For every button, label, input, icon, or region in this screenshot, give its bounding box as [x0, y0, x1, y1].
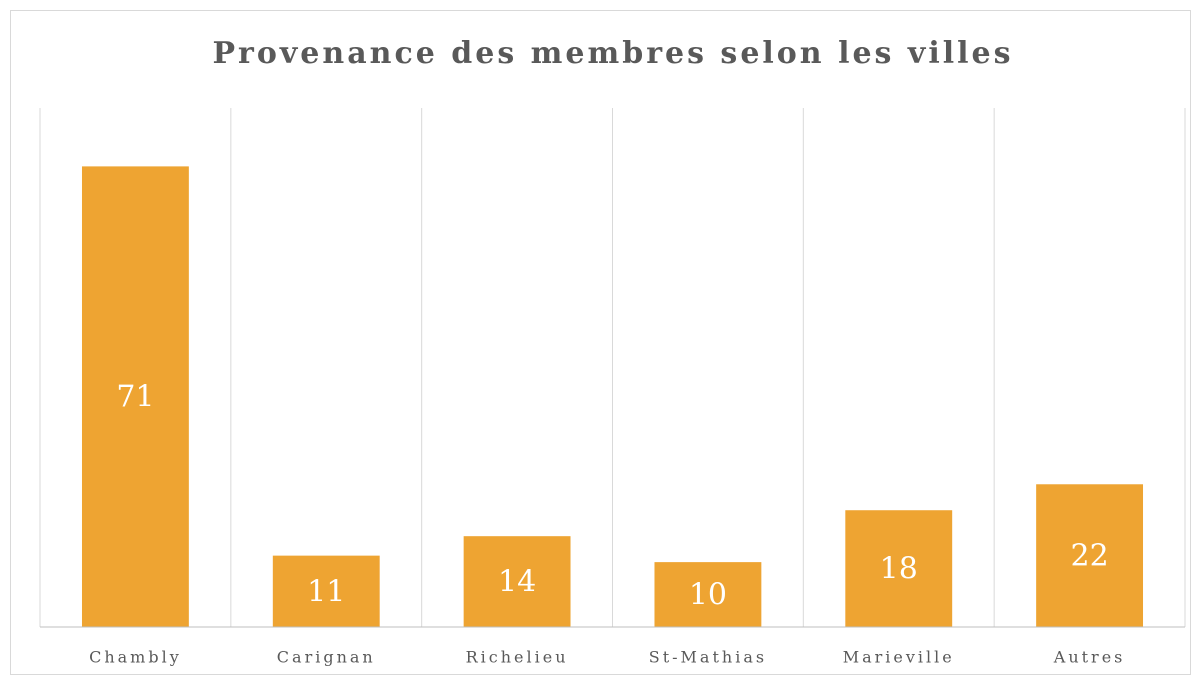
data-label: 22: [1070, 539, 1108, 574]
data-label: 11: [307, 574, 345, 609]
data-label: 10: [689, 578, 727, 613]
bar: [463, 536, 571, 627]
bar: [1036, 484, 1144, 627]
x-tick-label: Marieville: [843, 648, 955, 667]
x-tick-label: Autres: [1053, 648, 1126, 667]
x-tick-label: Carignan: [277, 648, 376, 667]
bar: [272, 555, 380, 627]
data-label: 14: [498, 565, 536, 600]
x-tick-label: Chambly: [89, 648, 182, 667]
bar: [81, 166, 189, 627]
bar: [845, 510, 953, 627]
chart-title: Provenance des membres selon les villes: [213, 36, 1014, 71]
x-tick-label: St-Mathias: [649, 648, 767, 667]
x-tick-label: Richelieu: [466, 648, 569, 667]
data-label: 18: [880, 552, 918, 587]
bar: [654, 562, 762, 627]
data-label: 71: [116, 380, 154, 415]
